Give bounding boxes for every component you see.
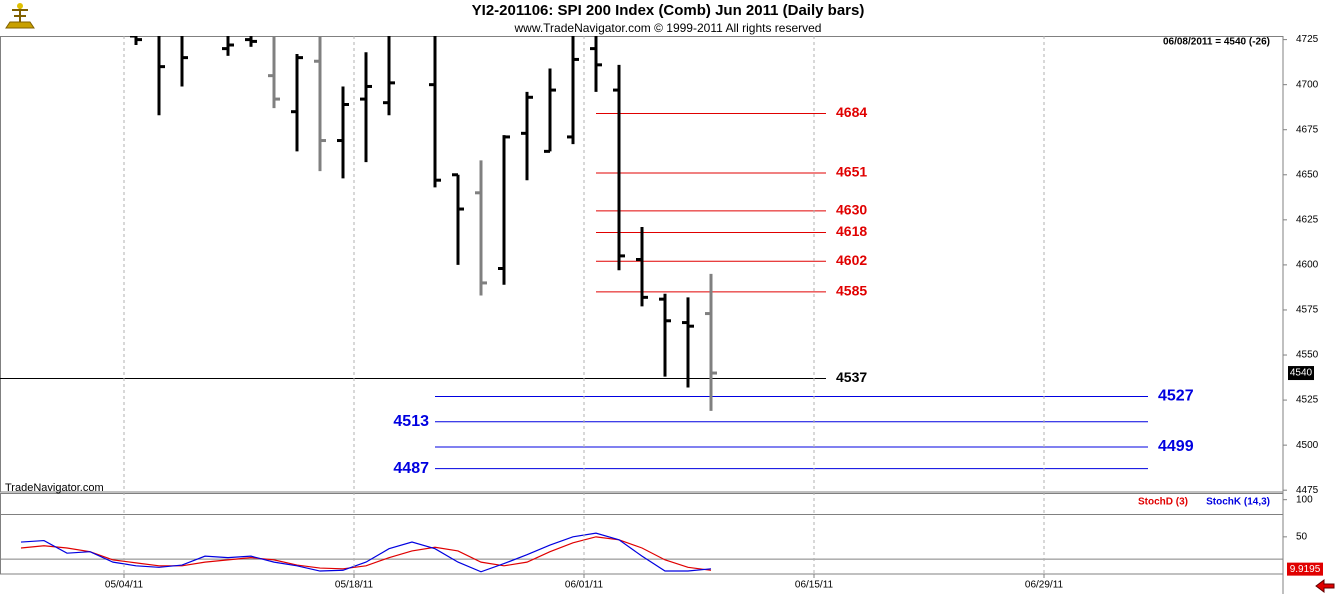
stoch-plot	[0, 514, 1283, 573]
x-tick-label: 06/29/11	[1025, 580, 1064, 591]
level-label: 4513	[393, 413, 429, 430]
last-value-box	[1287, 562, 1323, 576]
level-label: 4487	[393, 460, 429, 477]
y-tick-label: 100	[1296, 494, 1313, 505]
level-label: 4602	[836, 252, 867, 268]
logo	[5, 3, 35, 29]
stoch-line	[20, 532, 712, 573]
chart-title: YI2-201106: SPI 200 Index (Comb) Jun 201…	[472, 2, 865, 19]
y-tick-label: 4700	[1296, 79, 1319, 90]
stoch-line	[20, 536, 712, 571]
y-tick-label: 4550	[1296, 350, 1319, 361]
y-tick-label: 4500	[1296, 440, 1319, 451]
watermark: TradeNavigator.com	[5, 482, 104, 494]
last-value-label: 9.9195	[1290, 564, 1321, 575]
y-tick-label: 4650	[1296, 169, 1319, 180]
y-tick-label: 4575	[1296, 305, 1319, 316]
level-label: 4630	[836, 202, 867, 218]
level-label: 4651	[836, 164, 867, 180]
level-label: 4527	[1158, 388, 1194, 405]
x-tick-label: 06/01/11	[565, 580, 604, 591]
x-tick-label: 05/18/11	[335, 580, 374, 591]
level-label: 4537	[836, 369, 867, 385]
y-tick-label: 4525	[1296, 395, 1319, 406]
legend-entry: StochK (14,3)	[1206, 497, 1270, 508]
price-plot	[0, 36, 1148, 470]
y-tick-label: 4475	[1296, 485, 1319, 496]
y-tick-label: 4625	[1296, 214, 1319, 225]
last-price-box	[1288, 366, 1314, 381]
x-tick-label: 05/04/11	[105, 580, 144, 591]
y-tick-label: 4675	[1296, 124, 1319, 135]
legend-entry: StochD (3)	[1138, 497, 1188, 508]
chart-subtitle: www.TradeNavigator.com © 1999-2011 All r…	[514, 21, 822, 35]
header-note: 06/08/2011 = 4540 (-26)	[1163, 37, 1270, 48]
level-label: 4499	[1158, 438, 1194, 455]
level-label: 4618	[836, 223, 867, 239]
level-label: 4684	[836, 104, 867, 120]
y-tick-label: 50	[1296, 531, 1308, 542]
x-tick-label: 06/15/11	[795, 580, 834, 591]
last-price-label: 4540	[1290, 368, 1313, 379]
y-tick-label: 4600	[1296, 260, 1319, 271]
corner-icon	[1315, 579, 1335, 593]
y-tick-label: 4725	[1296, 34, 1319, 45]
level-label: 4585	[836, 283, 867, 299]
